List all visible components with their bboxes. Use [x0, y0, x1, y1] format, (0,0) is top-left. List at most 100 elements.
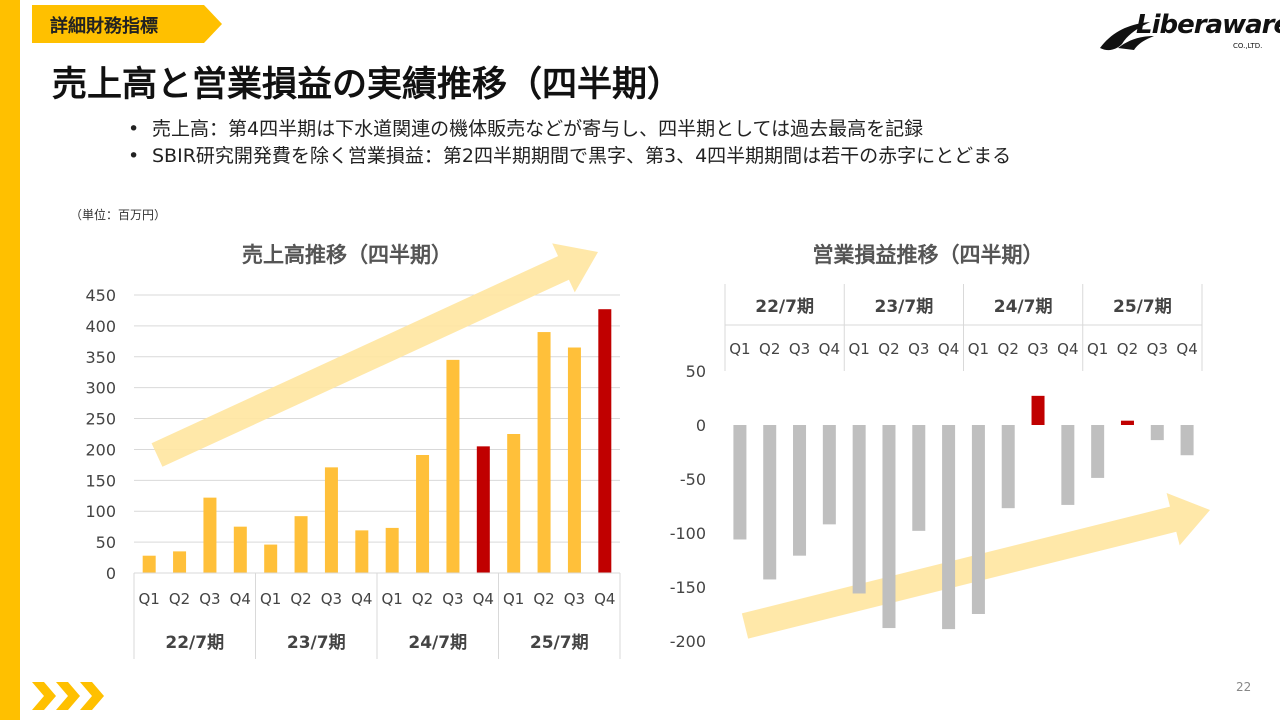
operating-bar [1091, 425, 1105, 478]
sales-bar [507, 434, 521, 573]
y-tick-label: -100 [670, 524, 706, 543]
y-tick-label: -200 [670, 632, 706, 651]
sales-bar [567, 347, 581, 573]
sales-bar [264, 544, 278, 573]
y-tick-label: 150 [85, 471, 116, 490]
y-tick-label: 100 [85, 502, 116, 521]
unit-label: （単位：百万円） [70, 208, 167, 222]
quarter-label: Q2 [169, 590, 190, 608]
quarter-label: Q3 [442, 590, 463, 608]
quarter-label: Q3 [908, 340, 929, 358]
quarter-label: Q2 [412, 590, 433, 608]
operating-bar [882, 425, 896, 629]
quarter-label: Q3 [321, 590, 342, 608]
quarter-label: Q4 [594, 590, 615, 608]
company-logo: Liberaware CO.,LTD. [1098, 8, 1280, 58]
operating-bar [793, 425, 807, 556]
quarter-label: Q2 [533, 590, 554, 608]
quarter-label: Q1 [1087, 340, 1108, 358]
quarter-label: Q4 [819, 340, 840, 358]
quarter-label: Q4 [351, 590, 372, 608]
period-label: 23/7期 [875, 297, 934, 317]
operating-bar [1150, 425, 1164, 441]
quarter-label: Q1 [503, 590, 524, 608]
quarter-label: Q1 [260, 590, 281, 608]
quarter-label: Q2 [998, 340, 1019, 358]
sales-bar [294, 516, 308, 573]
quarter-label: Q3 [199, 590, 220, 608]
quarter-label: Q1 [968, 340, 989, 358]
logo-wing-icon [1100, 22, 1154, 51]
operating-bar [1061, 425, 1075, 505]
y-tick-label: 450 [85, 286, 116, 305]
y-tick-label: 0 [696, 416, 706, 435]
sales-bar [355, 530, 369, 573]
y-tick-label: 200 [85, 440, 116, 459]
page-number: 22 [1236, 680, 1252, 694]
sales-bar [416, 455, 430, 573]
sales-bar [233, 526, 247, 573]
quarter-label: Q3 [1147, 340, 1168, 358]
quarter-label: Q3 [564, 590, 585, 608]
chevron-decoration-icon [32, 682, 104, 710]
y-tick-label: -150 [670, 578, 706, 597]
quarter-label: Q1 [729, 340, 750, 358]
quarter-label: Q4 [230, 590, 251, 608]
quarter-label: Q2 [878, 340, 899, 358]
bullet-item: SBIR研究開発費を除く営業損益：第2四半期期間で黒字、第3、4四半期期間は若干… [128, 143, 1011, 170]
sales-bar [385, 527, 399, 573]
sales-bar [203, 497, 217, 573]
quarter-label: Q2 [290, 590, 311, 608]
operating-bar [1180, 425, 1194, 456]
sales-bar [446, 359, 460, 573]
page-title: 売上高と営業損益の実績推移（四半期） [52, 65, 683, 105]
logo-wordmark: Liberaware [1136, 10, 1280, 40]
y-tick-label: 250 [85, 410, 116, 429]
quarter-label: Q4 [938, 340, 959, 358]
period-label: 23/7期 [287, 633, 346, 653]
quarter-label: Q2 [759, 340, 780, 358]
sales-bar [324, 467, 338, 573]
period-label: 22/7期 [165, 633, 224, 653]
period-label: 22/7期 [755, 297, 814, 317]
y-tick-label: 50 [96, 533, 116, 552]
section-tag: 詳細財務指標 [32, 5, 222, 43]
operating-bar [852, 425, 866, 594]
chart-title-operating: 営業損益推移（四半期） [813, 243, 1044, 267]
sales-bar [173, 551, 187, 573]
period-label: 24/7期 [994, 297, 1053, 317]
summary-bullets: 売上高：第4四半期は下水道関連の機体販売などが寄与し、四半期としては過去最高を記… [128, 116, 1011, 170]
operating-bar [912, 425, 926, 531]
operating-bar [763, 425, 777, 580]
y-tick-label: 400 [85, 317, 116, 336]
period-label: 25/7期 [530, 633, 589, 653]
y-tick-label: 0 [106, 564, 116, 583]
operating-bar [822, 425, 836, 525]
logo-subtext: CO.,LTD. [1233, 42, 1263, 50]
period-label: 25/7期 [1113, 297, 1172, 317]
left-accent-bar [0, 0, 20, 720]
chart-title-sales: 売上高推移（四半期） [242, 243, 452, 267]
quarter-label: Q4 [473, 590, 494, 608]
quarter-label: Q1 [382, 590, 403, 608]
sales-bar [476, 446, 490, 573]
bullet-item: 売上高：第4四半期は下水道関連の機体販売などが寄与し、四半期としては過去最高を記… [128, 116, 1011, 143]
sales-bar [537, 332, 551, 573]
y-tick-label: -50 [680, 470, 706, 489]
operating-bar [733, 425, 747, 540]
operating-bar [942, 425, 956, 630]
quarter-label: Q4 [1057, 340, 1078, 358]
section-tag-label: 詳細財務指標 [50, 16, 158, 37]
sales-bar [598, 309, 612, 573]
quarter-label: Q4 [1176, 340, 1197, 358]
period-label: 24/7期 [408, 633, 467, 653]
quarter-label: Q1 [848, 340, 869, 358]
operating-bar [1120, 420, 1134, 425]
quarter-label: Q3 [789, 340, 810, 358]
y-tick-label: 350 [85, 348, 116, 367]
operating-bar [971, 425, 985, 614]
operating-bar [1001, 425, 1015, 509]
quarter-label: Q3 [1027, 340, 1048, 358]
trend-arrow-up [151, 243, 598, 467]
